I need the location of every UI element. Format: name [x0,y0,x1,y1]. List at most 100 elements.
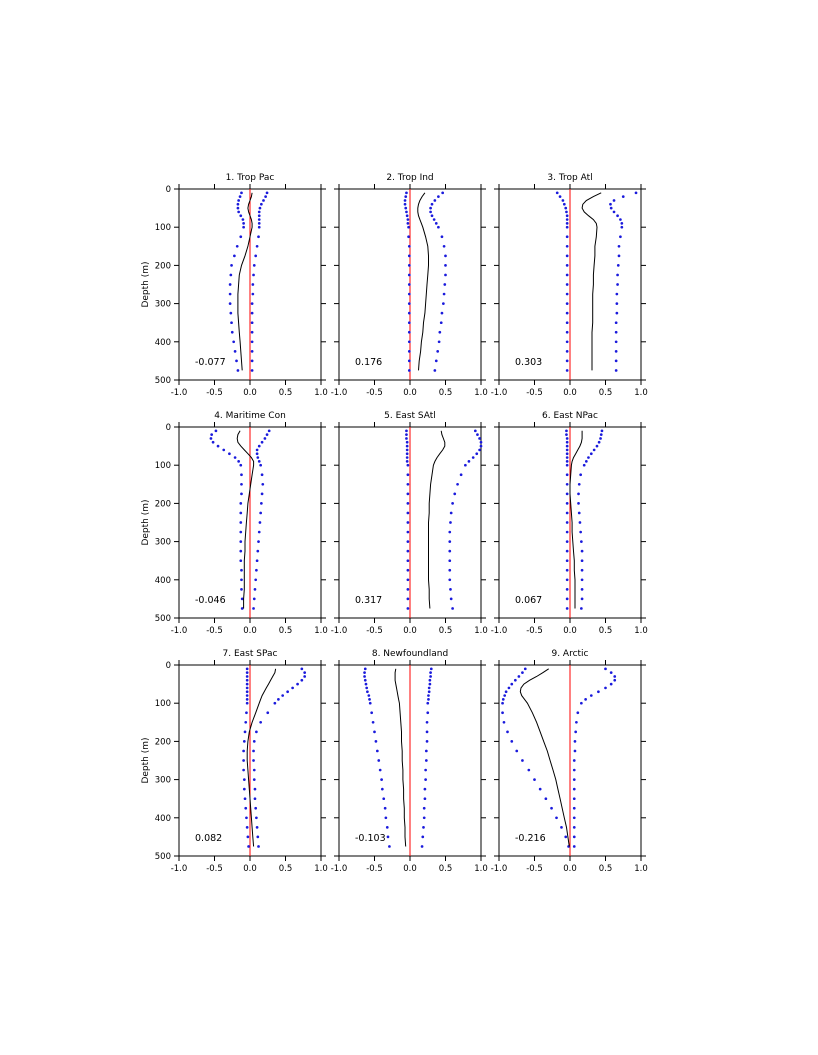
lower-bound-point-8-9 [368,698,371,701]
lower-bound-point-1-17 [228,292,232,296]
lower-bound-point-9-11 [501,711,504,715]
upper-bound-point-6-18 [580,540,583,543]
upper-bound-point-4-14 [260,502,263,505]
x-tick-label-7-3: 0.5 [279,864,293,874]
upper-bound-point-1-20 [250,321,254,325]
lower-bound-point-9-10 [501,701,504,705]
upper-bound-point-6-19 [580,549,584,553]
lower-bound-point-5-16 [406,521,410,524]
lower-bound-point-9-1 [523,667,527,671]
lower-bound-point-2-6 [405,210,408,214]
upper-bound-point-7-18 [252,778,256,781]
mean-profile-line-5 [428,430,446,609]
upper-bound-point-1-3 [262,199,265,202]
upper-bound-point-2-12 [442,244,446,248]
lower-bound-point-6-6 [565,448,569,452]
lower-bound-point-7-20 [243,797,247,801]
lower-bound-point-2-13 [407,254,411,258]
upper-bound-point-6-5 [595,444,599,448]
panel-value-label-8: -0.103 [355,833,386,844]
upper-bound-point-4-3 [263,437,267,440]
x-tick-label-7-0: -1.0 [171,864,188,874]
lower-bound-point-7-10 [245,701,249,705]
lower-bound-point-3-6 [565,210,568,214]
y-tick-label-4-5: 500 [155,614,171,624]
upper-bound-point-3-1 [634,191,638,195]
x-tick-label-9-0: -1.0 [491,864,508,874]
lower-bound-point-6-20 [565,559,569,563]
x-tick-label-7-2: 0.0 [243,864,257,874]
lower-bound-point-8-22 [384,816,388,820]
upper-bound-point-8-10 [426,701,430,705]
x-tick-label-3-3: 0.5 [599,388,613,398]
upper-bound-point-5-20 [448,559,452,563]
lower-bound-point-4-4 [211,440,215,444]
upper-bound-point-1-15 [252,273,255,277]
upper-bound-point-7-24 [256,835,260,839]
y-tick-label-1-3: 300 [155,300,171,310]
lower-bound-point-5-15 [406,511,410,515]
upper-bound-point-8-8 [427,694,430,697]
lower-bound-point-5-25 [406,607,410,610]
upper-bound-point-8-21 [422,806,426,810]
lower-bound-point-2-7 [405,214,409,218]
lower-bound-point-1-20 [230,321,233,325]
lower-bound-point-6-10 [565,463,569,467]
upper-bound-point-9-20 [572,797,576,801]
lower-bound-point-9-14 [510,740,514,743]
upper-bound-point-2-15 [444,273,447,277]
lower-bound-point-5-9 [405,460,409,463]
y-tick-label-4-0: 0 [166,423,171,433]
upper-bound-point-3-21 [614,330,618,334]
upper-bound-point-7-22 [255,816,258,820]
upper-bound-point-4-7 [255,452,259,456]
x-tick-label-5-3: 0.5 [439,626,453,636]
y-tick-label-1-5: 500 [155,376,171,386]
upper-bound-point-6-22 [580,578,584,582]
upper-bound-point-9-2 [609,671,613,674]
upper-bound-point-3-4 [609,202,612,206]
lower-bound-point-6-19 [565,549,569,553]
mean-profile-line-3 [581,192,602,371]
upper-bound-point-6-21 [580,568,584,572]
lower-bound-point-4-2 [210,433,214,436]
upper-bound-point-6-7 [589,452,593,456]
y-tick-label-7-4: 400 [155,814,171,824]
upper-bound-point-1-2 [264,195,267,198]
upper-bound-point-4-11 [260,473,264,477]
upper-bound-point-4-8 [256,456,260,459]
upper-bound-point-6-14 [577,502,580,505]
lower-bound-point-7-12 [244,720,248,724]
upper-bound-point-8-5 [428,682,432,686]
upper-bound-point-6-16 [578,521,582,524]
upper-bound-point-5-25 [451,607,454,610]
x-tick-label-8-3: 0.5 [439,864,453,874]
lower-bound-point-1-7 [239,214,243,218]
y-tick-label-7-2: 200 [155,737,171,747]
mean-profile-line-8 [394,668,407,847]
lower-bound-point-4-25 [240,607,244,610]
lower-bound-point-7-21 [244,806,248,810]
lower-bound-point-2-22 [407,340,411,344]
upper-bound-point-8-22 [422,816,426,820]
y-axis-label-7: Depth (m) [141,737,151,783]
panel-title-8: 8. Newfoundland [372,649,448,659]
upper-bound-point-5-2 [476,433,479,436]
lower-bound-point-6-13 [565,492,569,496]
x-tick-label-8-4: 1.0 [474,864,488,874]
lower-bound-point-3-10 [565,225,569,229]
mean-profile-line-7 [246,668,277,847]
lower-bound-point-3-15 [565,273,569,277]
lower-bound-point-2-3 [403,199,407,202]
mean-profile-line-4 [236,430,255,609]
lower-bound-point-4-11 [240,473,243,477]
lower-bound-point-1-12 [235,244,239,248]
lower-bound-point-8-2 [363,671,366,674]
upper-bound-point-1-5 [258,206,262,210]
upper-bound-point-3-16 [616,283,619,286]
upper-bound-point-4-21 [255,568,258,572]
x-tick-label-3-1: -0.5 [526,388,543,398]
panel-value-label-2: 0.176 [355,357,382,368]
upper-bound-point-8-15 [424,749,428,753]
lower-bound-point-3-18 [565,302,569,305]
